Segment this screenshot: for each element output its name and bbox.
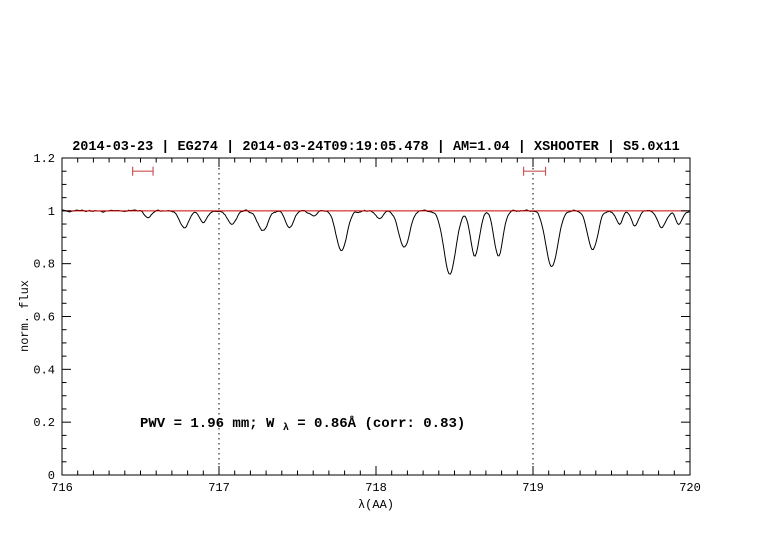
y-axis-label: norm. flux [18,280,32,352]
x-tick-label: 717 [208,481,230,495]
x-tick-label: 720 [679,481,701,495]
window-markers [132,166,547,176]
spectrum-line-group [61,209,691,275]
pwv-annotation-post: = 0.86Å (corr: 0.83) [297,415,465,432]
y-tick-label: 0.8 [33,258,55,272]
y-tick-label: 0.4 [33,363,55,377]
x-tick-label: 718 [365,481,387,495]
y-tick-label: 1.2 [33,152,55,166]
x-tick-label: 716 [51,481,73,495]
y-tick-label: 0.2 [33,416,55,430]
y-tick-label: 1 [48,205,55,219]
axis-ticks [61,157,691,476]
pwv-annotation-pre: PWV = 1.96 mm; W [140,416,275,432]
x-tick-label: 719 [522,481,544,495]
chart-title: 2014-03-23 | EG274 | 2014-03-24T09:19:05… [72,140,680,155]
pwv-annotation: PWV = 1.96 mm; W λ = 0.86Å (corr: 0.83) [140,415,465,435]
x-axis-label: λ(AA) [358,498,394,512]
y-tick-label: 0.6 [33,311,55,325]
spectrum-line [61,209,691,275]
axis-tick-labels: 716 717 718 719 720 0 0.2 0.4 0.6 0.8 1 1.2 [33,152,700,495]
y-tick-label: 0 [48,469,55,483]
pwv-annotation-sub: λ [283,422,289,434]
